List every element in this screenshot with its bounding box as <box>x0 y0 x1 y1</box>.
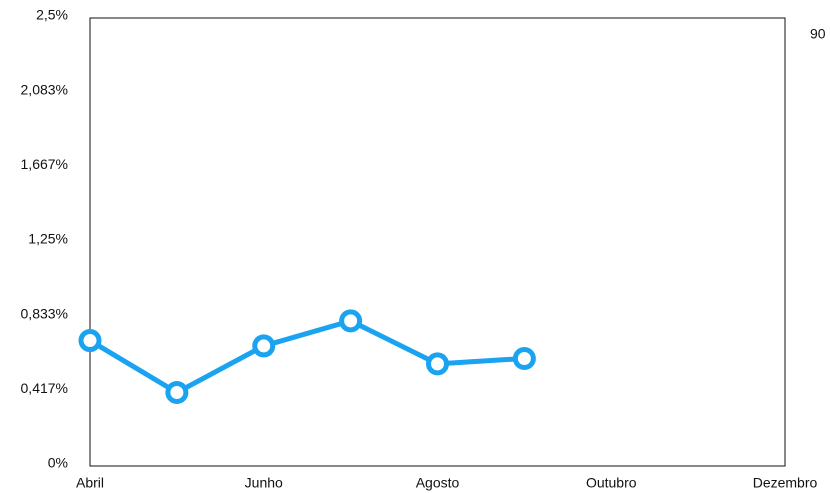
y-tick-label: 0,417% <box>21 380 68 396</box>
point <box>512 346 536 370</box>
x-tick-label: Dezembro <box>753 475 818 491</box>
line <box>88 318 525 396</box>
y-tick-label: 2,5% <box>36 7 68 23</box>
x-tick-label: Agosto <box>416 475 460 491</box>
x-tick-label: Outubro <box>586 475 637 491</box>
point <box>252 334 276 358</box>
y-tick-label: 0,833% <box>21 305 68 321</box>
annotation: 90 <box>810 26 826 42</box>
y-tick-label: 1,667% <box>21 156 68 172</box>
plot-frame <box>89 17 786 467</box>
y-tick-label: 2,083% <box>21 81 68 97</box>
point <box>165 381 189 405</box>
y-tick-label: 1,25% <box>28 231 68 247</box>
x-tick-label: Junho <box>245 475 283 491</box>
point <box>339 309 363 333</box>
y-tick-label: 0% <box>48 455 68 471</box>
x-tick-label: Abril <box>76 475 104 491</box>
point <box>426 352 449 376</box>
point <box>78 329 102 353</box>
